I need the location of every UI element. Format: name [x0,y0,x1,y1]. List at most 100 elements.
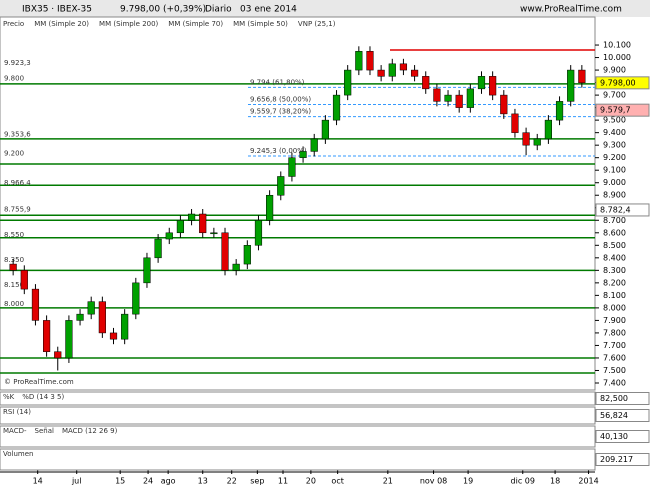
y-tick-label: 10.100 [603,41,631,50]
x-tick-label: jul [71,477,82,486]
y-tick-label: 8.200 [603,278,626,287]
profile-label: 8.150 [4,281,24,289]
candle-body [266,194,274,221]
panel-value: 56,824 [600,411,628,420]
candle-body [410,69,419,77]
candle-body [87,301,95,315]
y-tick-label: 10.000 [603,53,631,62]
candle-body [422,76,430,90]
legend-item: MM (Simple 50) [233,20,288,28]
candle-body [388,63,396,77]
fib-label: 9.559,7 (38,20%) [250,108,311,116]
candle-body [433,88,441,102]
panel-label: %K [3,393,15,401]
x-tick-label: oct [331,477,343,486]
profile-label: 9.800 [4,75,24,83]
fib-label: 9.794 (61,80%) [250,78,305,86]
legend-item: MM (Simple 20) [34,20,89,28]
candle-body [254,220,263,246]
y-tick-label: 8.500 [603,241,626,250]
panel-value: 40,130 [600,432,628,441]
y-tick-label: 8.400 [603,253,626,262]
x-tick-label: 20 [306,477,316,486]
x-tick-label: 24 [143,477,153,486]
candle-body [555,101,564,121]
candle-body [65,320,73,359]
x-tick-label: 15 [115,477,125,486]
candle-body [477,76,486,90]
panel-value-box [595,453,650,466]
y-tick-label: 9.700 [603,91,626,100]
profile-label: 8.350 [4,256,24,264]
price-tag-label: 9.798,00 [600,78,636,87]
panel [0,391,596,406]
candle-body [299,151,307,158]
candle-body [332,94,341,121]
y-tick-label: 8.000 [603,303,626,312]
candle-body [9,263,17,271]
x-tick-label: 14 [33,477,43,486]
y-tick-label: 8.100 [603,291,626,300]
price-tag-label: 9.579,7 [600,106,631,115]
profile-label: 9.353,6 [4,130,31,138]
profile-label: 8.550 [4,231,24,239]
candle-body [98,301,106,334]
y-tick-label: 9.900 [603,66,626,75]
profile-label: 9.200 [4,150,24,158]
legend-item: MM (Simple 200) [99,20,159,28]
panel-label: MACD- [3,427,27,435]
candle-body [489,76,497,96]
y-tick-label: 7.800 [603,328,626,337]
candle-body [288,157,296,177]
header-bar [0,0,650,17]
x-tick-label: 21 [383,477,393,486]
profile-label: 8.966,4 [4,179,31,187]
x-tick-label: nov 08 [420,477,447,486]
x-tick-label: ago [161,477,176,486]
candle-body [109,332,118,340]
y-tick-label: 7.400 [603,378,626,387]
candle-body [366,51,374,71]
candle-body [511,113,519,133]
x-tick-label: 2014 [578,477,598,486]
panel-label: RSI (14) [3,408,31,416]
candle-body [522,132,530,146]
site: www.ProRealTime.com [520,5,622,15]
candle-body [143,257,151,284]
profile-label: 8.000 [4,300,24,308]
candle-body [199,213,207,234]
y-tick-label: 9.100 [603,166,626,175]
candle-body [121,313,129,340]
candle-body [355,51,363,71]
panel [0,425,596,448]
candle-body [76,313,84,321]
main-panel [0,16,596,391]
panel-label: Volumen [3,450,33,458]
candle-body [544,119,552,140]
candle-body [176,220,185,234]
panel-label: MACD (12 26 9) [62,427,118,435]
profile-label: 8.755,9 [4,205,31,213]
legend-item: VNP (25,1) [298,20,336,28]
candle-body [399,63,408,71]
candle-body [567,69,575,102]
y-tick-label: 7.900 [603,316,626,325]
y-tick-label: 9.500 [603,116,626,125]
x-tick-label: 19 [463,477,473,486]
candle-body [455,94,463,108]
price-tag [595,203,650,217]
y-tick-label: 8.900 [603,191,626,200]
candle-body [578,69,586,84]
price-tag [595,76,650,90]
candle-body [321,119,329,140]
y-tick-label: 7.500 [603,366,626,375]
y-tick-label: 9.400 [603,128,626,137]
panel-value-box [595,392,650,405]
panel-value-box [595,430,650,443]
candle-body [210,232,218,235]
price-tag [595,103,650,117]
x-tick-label: 22 [227,477,237,486]
y-tick-label: 8.600 [603,228,626,237]
candle-body [344,69,352,96]
